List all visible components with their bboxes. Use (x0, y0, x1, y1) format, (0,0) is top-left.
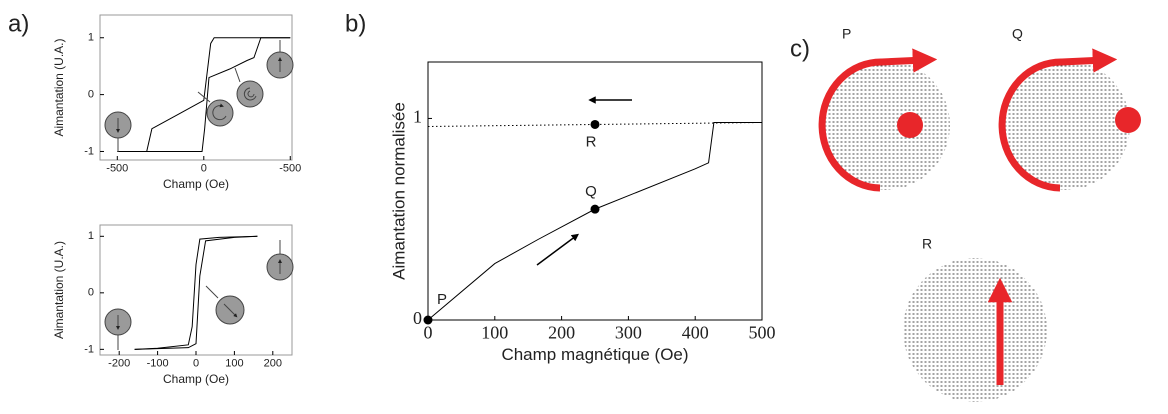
x-tick-label: 0 (201, 163, 207, 175)
x-axis-label: Champ magnétique (Oe) (501, 345, 688, 364)
x-tick-label: 100 (481, 323, 508, 343)
x-tick-label: 0 (424, 323, 433, 343)
panel-label: a) (8, 10, 29, 37)
x-tick-label: 300 (615, 323, 642, 343)
series-line (427, 121, 762, 321)
x-tick-label: -200 (108, 358, 130, 370)
x-axis-label: Champ (Oe) (163, 177, 229, 191)
vortex-label: R (922, 236, 932, 252)
x-tick-label: -100 (147, 358, 169, 370)
y-tick-label: 1 (413, 107, 422, 127)
y-tick-label: 0 (88, 89, 94, 101)
vortex-images (818, 48, 1141, 402)
x-tick-label: -500 (279, 163, 301, 175)
point-label: P (437, 291, 447, 308)
panel-label: b) (345, 10, 366, 37)
point (590, 204, 600, 214)
x-tick-label: -500 (106, 163, 128, 175)
y-tick-label: -1 (84, 145, 94, 157)
series-line (134, 235, 258, 350)
y-axis-label: Aimantation (U.A.) (52, 241, 66, 339)
x-tick-label: 200 (264, 358, 282, 370)
series-line (117, 37, 291, 152)
vortex-label: Q (1012, 26, 1023, 42)
point (590, 119, 600, 129)
x-axis-label: Champ (Oe) (163, 372, 229, 386)
plot-frame (427, 61, 763, 321)
y-tick-label: 1 (88, 230, 94, 242)
y-tick-label: 0 (88, 287, 94, 299)
series-line (134, 235, 258, 350)
arrows (536, 96, 632, 266)
y-tick-label: 0 (413, 308, 422, 328)
y-tick-label: 1 (88, 32, 94, 44)
panel-label: c) (790, 35, 810, 62)
point-label: Q (585, 183, 597, 200)
series-line (117, 37, 291, 152)
x-tick-label: 400 (682, 323, 709, 343)
x-tick-label: 0 (193, 358, 199, 370)
y-axis-label: Aimantation (U.A.) (52, 38, 66, 136)
state-icons (104, 40, 294, 350)
x-tick-label: 100 (225, 358, 243, 370)
vortex-label: P (842, 26, 851, 42)
y-axis-label: Aimantation normalisée (389, 102, 408, 280)
y-tick-label: -1 (84, 343, 94, 355)
plot-frame (99, 14, 293, 161)
point-label: R (586, 133, 597, 150)
x-tick-label: 500 (749, 323, 776, 343)
point (423, 315, 433, 325)
x-tick-label: 200 (548, 323, 575, 343)
